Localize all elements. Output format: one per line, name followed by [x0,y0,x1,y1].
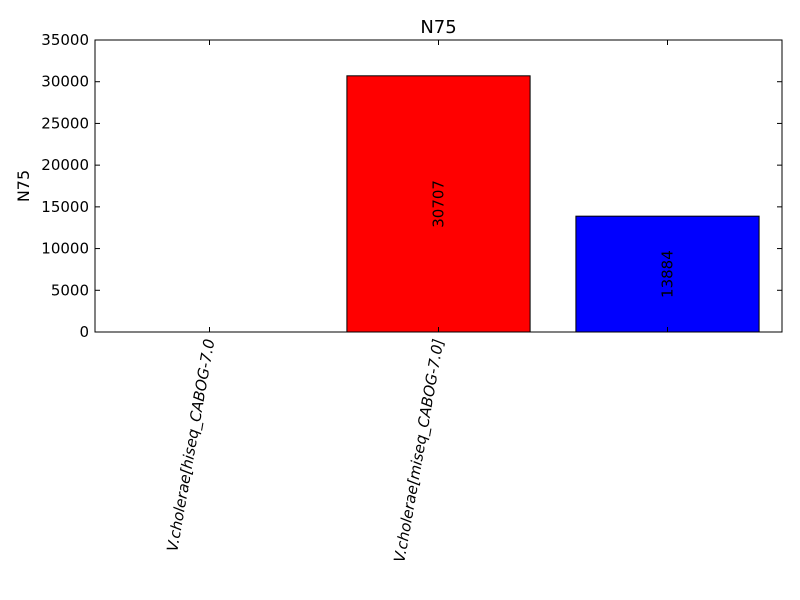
y-tick-label: 30000 [41,73,89,91]
y-tick-label: 25000 [41,114,89,132]
chart-title: N75 [420,17,456,38]
y-tick-label: 10000 [41,240,89,258]
y-tick-label: 0 [79,323,89,341]
bar [575,215,760,333]
x-tick-label: V.cholerae[miseq_CABOG-7.0] [390,337,448,563]
x-tick-label: V.cholerae[hiseq_CABOG-7.0 [163,338,219,554]
y-axis-label: N75 [14,170,33,202]
bar [346,75,531,333]
y-axis-ticks: 0 5000 10000 15000 20000 25000 30000 35000 [41,31,782,341]
plot-frame [94,39,783,333]
y-tick-label: 20000 [41,156,89,174]
y-tick-label: 5000 [51,281,89,299]
bars [346,75,760,333]
y-tick-label: 35000 [41,31,89,49]
bar-value-label: 30707 [430,180,448,228]
bar-value-label: 13884 [659,250,677,298]
bar-value-labels: 30707 13884 [430,180,677,298]
y-tick-label: 15000 [41,198,89,216]
